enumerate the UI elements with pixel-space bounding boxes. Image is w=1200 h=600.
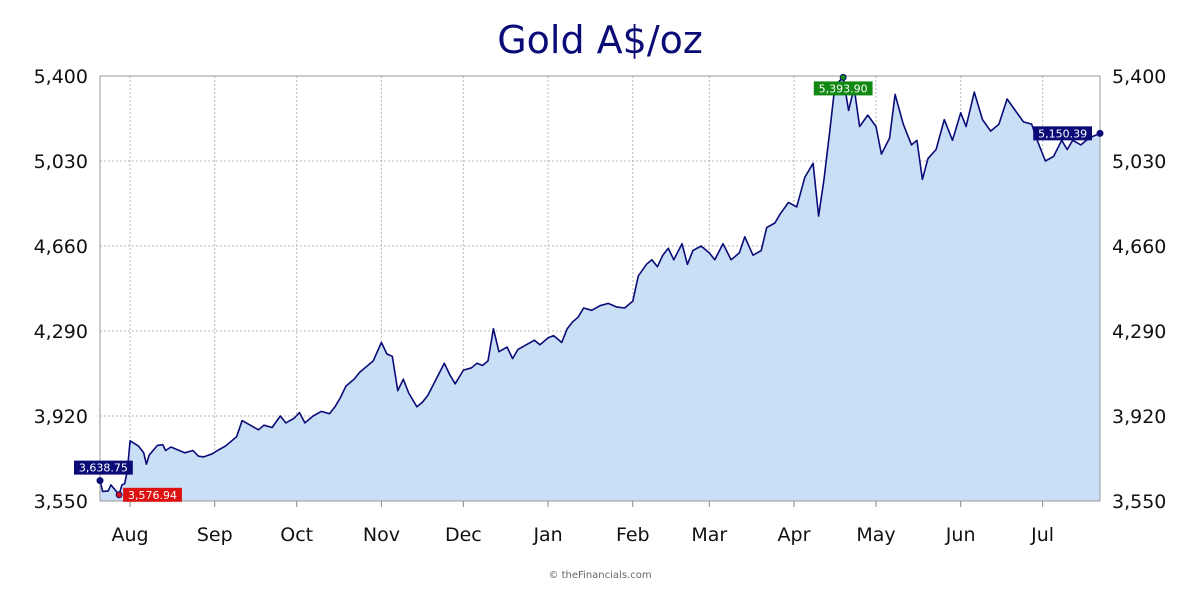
annotation-flag-high (813, 81, 873, 96)
x-tick-label: Jan (532, 524, 562, 546)
x-tick-label: Apr (778, 524, 811, 546)
annotation-marker-high (839, 73, 847, 81)
annotation-label-start: 3,638.75 (79, 462, 128, 475)
y-tick-label-right: 5,030 (1112, 151, 1166, 173)
y-tick-label-left: 3,920 (34, 406, 88, 428)
chart-title: Gold A$/oz (497, 18, 703, 62)
annotations: 3,638.75 3,576.94 5,393.90 5,150.39 (74, 73, 1104, 502)
annotation-marker-last (1096, 129, 1104, 137)
annotation-flag-low (123, 487, 182, 502)
y-tick-label-left: 3,550 (34, 491, 88, 513)
plot-frame (99, 75, 1101, 502)
annotation-marker-low (115, 491, 123, 499)
x-tick-label: Sep (197, 524, 233, 546)
y-tick-label-right: 3,550 (1112, 491, 1166, 513)
y-tick-label-right: 4,660 (1112, 236, 1166, 258)
x-tick-label: Aug (111, 524, 148, 546)
x-tick-label: May (856, 524, 895, 546)
annotation-label-last: 5,150.39 (1038, 127, 1087, 140)
annotation-marker-start (96, 477, 104, 485)
price-area (99, 76, 1101, 502)
y-tick-label-right: 4,290 (1112, 321, 1166, 343)
y-tick-label-left: 5,030 (34, 151, 88, 173)
y-tick-label-right: 3,920 (1112, 406, 1166, 428)
price-line (99, 76, 1101, 496)
x-tick-label: Dec (445, 524, 482, 546)
x-tick-label: Oct (280, 524, 313, 546)
x-tick-label: Jul (1030, 524, 1054, 546)
y-tick-label-left: 4,290 (34, 321, 88, 343)
plot-border (99, 75, 1101, 502)
y-tick-label-left: 5,400 (34, 66, 88, 88)
y-axis-left: 3,550 3,920 4,290 4,660 5,030 5,400 (34, 66, 88, 513)
x-axis: Aug Sep Oct Nov Dec Jan Feb Mar Apr May Jun Jul (111, 501, 1054, 546)
x-tick-label: Nov (363, 524, 400, 546)
annotation-flag-last (1033, 126, 1092, 141)
annotation-label-high: 5,393.90 (819, 82, 868, 95)
annotation-label-low: 3,576.94 (128, 489, 177, 502)
annotation-flag-start (74, 460, 133, 475)
y-tick-label-right: 5,400 (1112, 66, 1166, 88)
y-tick-label-left: 4,660 (34, 236, 88, 258)
x-tick-label: Feb (616, 524, 650, 546)
x-tick-label: Mar (691, 524, 727, 546)
x-tick-label: Jun (945, 524, 976, 546)
source-credit: © theFinancials.com (548, 570, 652, 581)
y-axis-right: 3,550 3,920 4,290 4,660 5,030 5,400 (1112, 66, 1166, 513)
price-area-fill (100, 77, 1100, 502)
